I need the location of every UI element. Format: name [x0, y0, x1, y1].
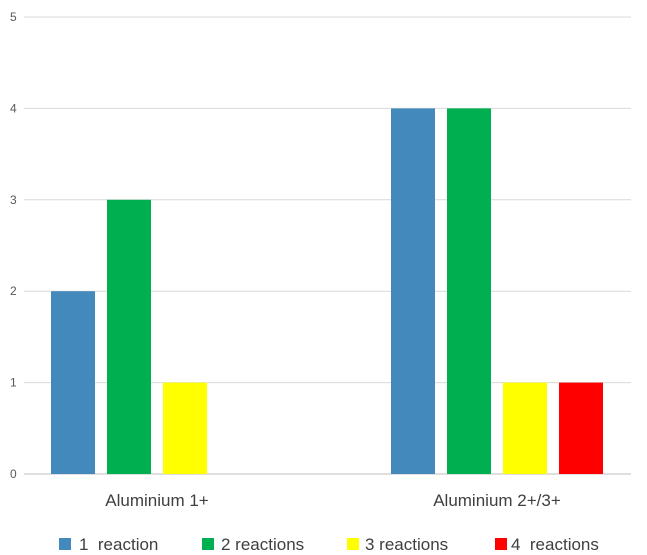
- bar: [447, 108, 491, 475]
- y-tick-label: 2: [10, 284, 17, 298]
- bar: [107, 199, 151, 475]
- legend-label: 1 reaction: [79, 535, 158, 554]
- legend-label: 3 reactions: [365, 535, 448, 554]
- bar: [163, 382, 207, 474]
- y-tick-label: 5: [10, 10, 17, 24]
- legend-swatch: [202, 538, 214, 550]
- y-tick-label: 4: [10, 101, 17, 115]
- bars: [51, 108, 603, 475]
- y-tick-label: 3: [10, 193, 17, 207]
- x-category-label: Aluminium 1+: [105, 491, 209, 510]
- x-category-label: Aluminium 2+/3+: [433, 491, 561, 510]
- legend-label: 2 reactions: [221, 535, 304, 554]
- legend-swatch: [59, 538, 71, 550]
- legend-swatch: [495, 538, 507, 550]
- y-tick-label: 1: [10, 376, 17, 390]
- bar: [51, 291, 95, 474]
- y-axis: 0 1 2 3 4 5: [10, 10, 17, 481]
- bar: [559, 382, 603, 474]
- y-tick-label: 0: [10, 467, 17, 481]
- x-axis: Aluminium 1+ Aluminium 2+/3+: [105, 491, 561, 510]
- legend-swatch: [347, 538, 359, 550]
- bar: [391, 108, 435, 475]
- legend-label: 4 reactions: [511, 535, 599, 554]
- legend: 1 reaction 2 reactions 3 reactions 4 reacti…: [59, 535, 599, 554]
- bar: [503, 382, 547, 474]
